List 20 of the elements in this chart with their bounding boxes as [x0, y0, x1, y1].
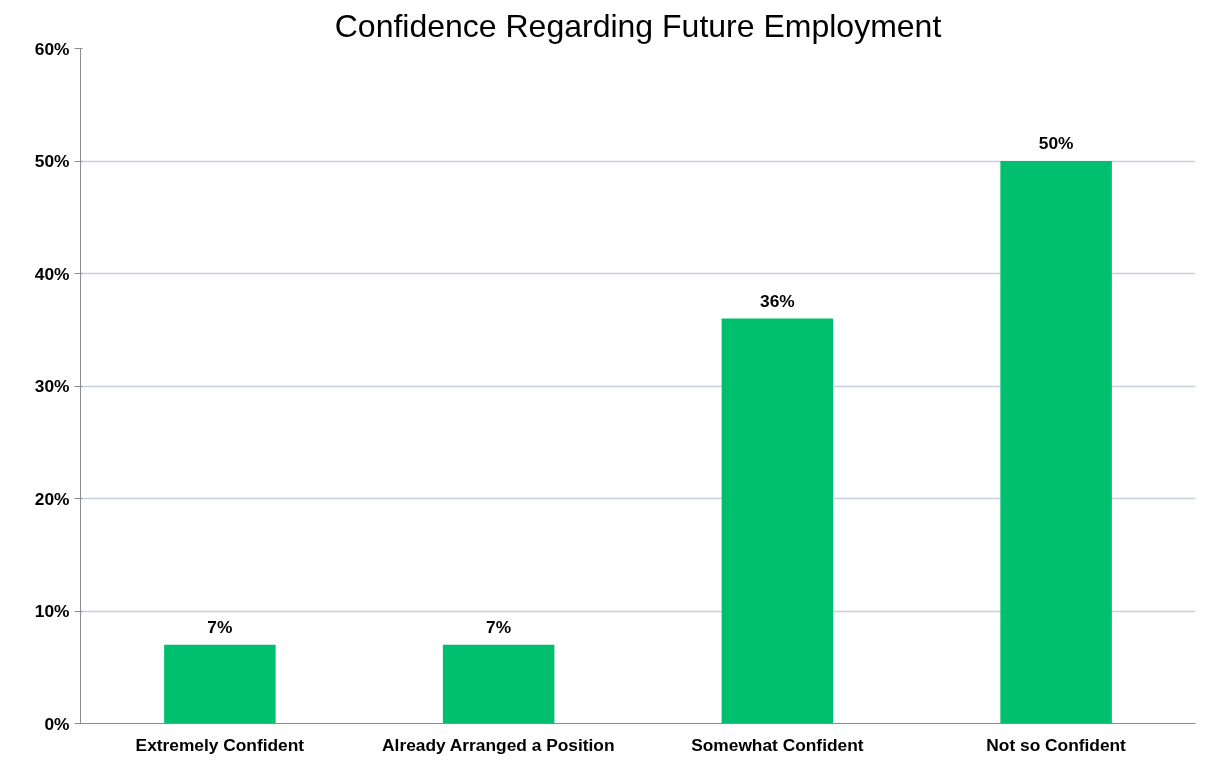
data-label: 50%	[1038, 133, 1074, 153]
bar	[442, 644, 555, 724]
y-tick-label: 60%	[34, 38, 70, 59]
y-tick-label: 40%	[34, 263, 70, 284]
bar	[721, 318, 834, 724]
x-tick-label: Somewhat Confident	[691, 734, 864, 755]
bar	[164, 644, 276, 724]
chart-title: Confidence Regarding Future Employment	[334, 7, 942, 44]
y-tick-label: 0%	[44, 713, 70, 734]
data-label: 7%	[207, 616, 233, 637]
y-tick-label: 50%	[34, 151, 70, 171]
y-tick-label: 20%	[34, 488, 70, 509]
bar	[1000, 161, 1112, 724]
x-tick-label: Already Arranged a Position	[382, 734, 615, 755]
data-label: 7%	[486, 616, 512, 637]
y-tick-label: 10%	[34, 601, 70, 621]
y-tick-label: 30%	[34, 376, 70, 396]
x-tick-label: Not so Confident	[986, 734, 1127, 755]
data-label: 36%	[760, 290, 795, 311]
x-tick-label: Extremely Confident	[135, 734, 305, 755]
